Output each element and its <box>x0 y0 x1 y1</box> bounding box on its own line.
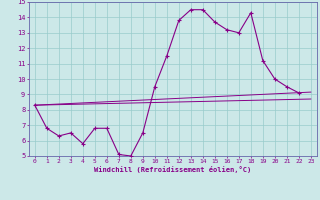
X-axis label: Windchill (Refroidissement éolien,°C): Windchill (Refroidissement éolien,°C) <box>94 166 252 173</box>
